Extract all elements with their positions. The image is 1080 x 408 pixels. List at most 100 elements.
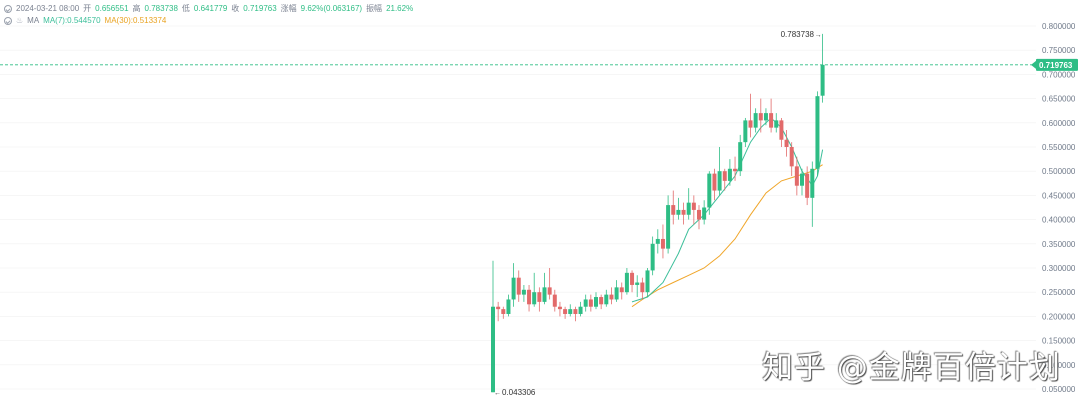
- candle: [691, 195, 696, 225]
- candle: [557, 301, 562, 317]
- price-axis: 0.800000 0.750000 0.700000 0.650000 0.600000…: [0, 22, 1078, 394]
- candle-body: [645, 270, 650, 293]
- candle-body: [794, 166, 799, 186]
- candle: [676, 197, 681, 220]
- high-marker-label: 0.783738: [781, 30, 815, 39]
- candle: [624, 268, 629, 295]
- y-tick-label: 0.500000: [1042, 167, 1076, 176]
- candle-body: [506, 299, 511, 314]
- candle-body: [671, 205, 676, 215]
- y-tick-label: 0.100000: [1042, 361, 1076, 370]
- candle: [604, 289, 609, 307]
- candle: [583, 294, 588, 312]
- annotations-layer: 0.783738 → ← 0.043306: [494, 30, 822, 397]
- candle-body: [599, 297, 604, 305]
- visibility-toggle-icon[interactable]: [4, 5, 12, 13]
- candle-body: [496, 306, 501, 310]
- candle: [630, 270, 635, 293]
- candle: [635, 275, 640, 298]
- y-tick-label: 0.400000: [1042, 216, 1076, 225]
- candle-body: [722, 171, 727, 181]
- candle: [810, 161, 815, 227]
- last-price-tag: [1036, 58, 1078, 71]
- candle-body: [635, 282, 640, 285]
- candle: [650, 236, 655, 276]
- y-tick-label: 0.050000: [1042, 385, 1076, 394]
- ma7-layer: [631, 117, 824, 303]
- amplitude-label: 振幅: [366, 4, 383, 13]
- last-price-tag-arrow: [1031, 60, 1036, 69]
- candle: [820, 33, 825, 103]
- candle: [521, 284, 526, 302]
- candle: [748, 93, 753, 138]
- candle: [640, 277, 645, 300]
- ma-label: MA: [27, 16, 40, 25]
- bell-icon[interactable]: ♨: [16, 16, 24, 25]
- candle-body: [604, 294, 609, 305]
- candle: [727, 159, 732, 186]
- candle: [681, 202, 686, 225]
- candle-body: [789, 147, 794, 167]
- candle-body: [527, 289, 532, 305]
- candle: [527, 284, 532, 312]
- candle-body: [609, 294, 614, 300]
- candle: [588, 294, 593, 312]
- candle-body: [702, 207, 707, 220]
- candle-body: [712, 173, 717, 191]
- candle-body: [733, 168, 738, 172]
- low-value: 0.641779: [193, 4, 228, 13]
- candle-body: [800, 173, 804, 186]
- candle: [645, 268, 650, 298]
- candle: [800, 168, 804, 196]
- candle: [516, 270, 521, 302]
- candle-body: [774, 120, 779, 128]
- candle: [542, 272, 547, 305]
- candle: [501, 306, 506, 319]
- candle-body: [537, 292, 542, 302]
- candle-body: [727, 168, 732, 181]
- candle: [537, 287, 542, 312]
- candle: [573, 306, 578, 322]
- ma-visibility-toggle-icon[interactable]: [4, 17, 12, 25]
- high-marker-arrow: →: [815, 32, 822, 39]
- candle: [671, 190, 676, 225]
- change-value: 9.62%(0.063167): [300, 4, 363, 13]
- candle: [660, 224, 665, 259]
- candle-body: [717, 171, 722, 191]
- close-value: 0.719763: [243, 4, 277, 13]
- y-tick-label: 0.550000: [1042, 143, 1076, 152]
- candle-body: [758, 113, 763, 121]
- candle-body: [640, 282, 645, 293]
- candle: [743, 117, 748, 147]
- candle: [496, 301, 501, 322]
- candle: [614, 280, 619, 302]
- candle: [491, 260, 495, 393]
- candle: [511, 263, 516, 307]
- candle-body: [666, 205, 671, 249]
- y-tick-label: 0.450000: [1042, 191, 1076, 200]
- candle: [722, 168, 727, 191]
- candle-body: [805, 173, 810, 198]
- high-label: 高: [132, 4, 141, 13]
- candle-body: [501, 309, 506, 314]
- candle: [789, 142, 794, 177]
- open-label: 开: [83, 4, 92, 13]
- candle-body: [655, 238, 660, 244]
- candle-body: [660, 238, 665, 249]
- candle-body: [784, 139, 789, 147]
- ma30-line: [631, 164, 823, 308]
- y-tick-label: 0.800000: [1042, 22, 1076, 31]
- ohlc-info-panel: 2024-03-21 08:00 开 0.656551 高 0.783738 低 0.…: [4, 3, 413, 27]
- y-tick-label: 0.750000: [1042, 46, 1076, 55]
- candle: [779, 117, 784, 147]
- candle-body: [810, 168, 815, 198]
- candle-body: [583, 299, 588, 307]
- candle-body: [552, 294, 557, 307]
- candle-body: [743, 120, 748, 143]
- candle-body: [748, 120, 753, 128]
- candle: [655, 229, 660, 254]
- close-label: 收: [231, 4, 240, 13]
- candle: [697, 205, 701, 230]
- candle-body: [686, 202, 691, 215]
